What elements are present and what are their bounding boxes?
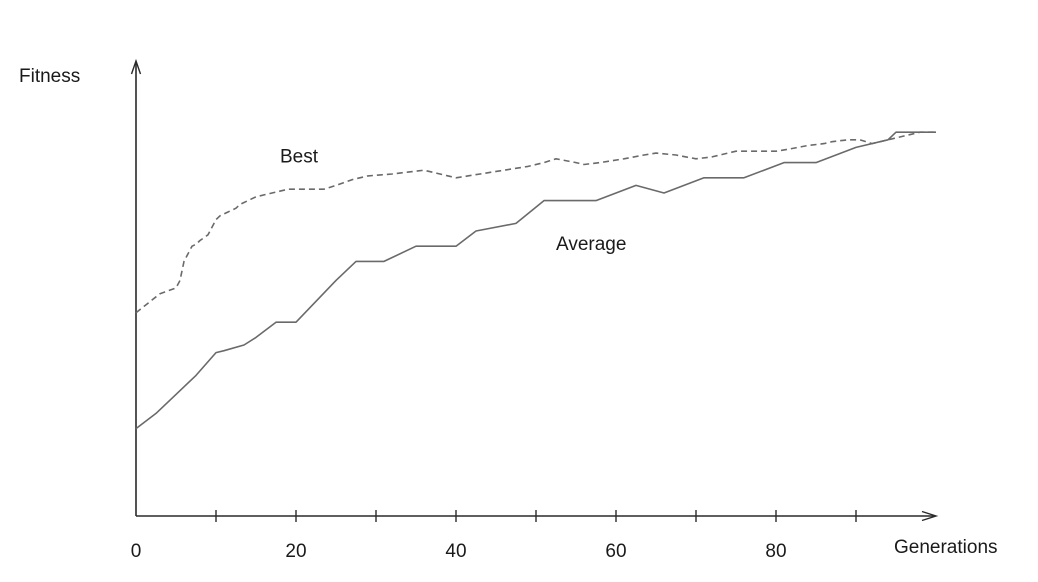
y-axis-arrow-icon <box>130 58 142 75</box>
annotation-best: Best <box>280 147 319 168</box>
x-tick-label: 80 <box>765 541 786 562</box>
series-line-average <box>135 131 936 430</box>
x-ticks: 0 20 40 60 80 <box>131 510 857 562</box>
x-axis-label: Generations <box>894 537 998 558</box>
x-tick-label: 40 <box>445 541 466 562</box>
series-layer <box>135 131 936 430</box>
annotation-average: Average <box>556 234 626 255</box>
series-line-best <box>135 131 936 314</box>
x-axis-arrow-icon <box>921 510 939 522</box>
x-tick-label: 0 <box>131 541 142 562</box>
x-tick-label: 60 <box>605 541 626 562</box>
x-tick-label: 20 <box>285 541 306 562</box>
y-axis-label: Fitness <box>19 66 80 87</box>
